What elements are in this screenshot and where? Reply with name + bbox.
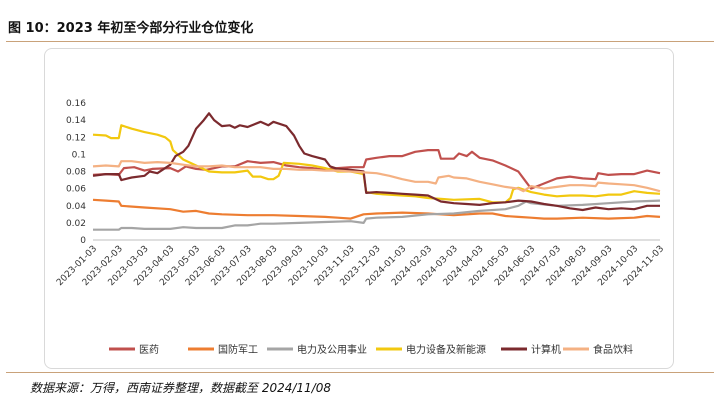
legend-label: 电力设备及新能源 (406, 343, 486, 356)
series-layer (92, 112, 661, 231)
series-line-5 (92, 112, 660, 212)
source-note: 数据来源：万得，西南证券整理，数据截至 2024/11/08 (30, 381, 331, 395)
legend-label: 医药 (139, 344, 159, 356)
chart-frame: 0 0.02 0.04 0.06 0.08 0.1 0.12 0.14 0.16 2023-01… (44, 48, 674, 369)
title-rule (6, 41, 714, 42)
y-tick-label: 0.08 (66, 168, 86, 178)
legend-label: 国防军工 (218, 343, 258, 356)
series-line-2 (92, 198, 661, 220)
series-line-3 (93, 199, 661, 231)
y-tick-label: 0.02 (66, 219, 86, 229)
series-line-6 (92, 160, 661, 193)
y-tick-label: 0.16 (66, 99, 86, 109)
series-line-1 (92, 149, 661, 190)
y-axis-ticks: 0 0.02 0.04 0.06 0.08 0.1 0.12 0.14 0.16 (66, 99, 86, 246)
source-rule (6, 372, 714, 373)
y-tick-label: 0.12 (66, 133, 86, 143)
legend-label: 计算机 (531, 343, 561, 356)
y-tick-label: 0.04 (66, 202, 86, 212)
y-tick-label: 0.06 (66, 185, 86, 195)
legend: 医药 国防军工 电力及公用事业 电力设备及新能源 计算机 食品饮料 (109, 343, 633, 356)
line-chart: 0 0.02 0.04 0.06 0.08 0.1 0.12 0.14 0.16 2023-01… (55, 99, 666, 356)
y-tick-label: 0.14 (66, 116, 86, 126)
legend-label: 电力及公用事业 (297, 343, 367, 356)
y-tick-label: 0.1 (72, 150, 86, 160)
figure-title: 图 10：2023 年初至今部分行业仓位变化 (8, 21, 254, 36)
legend-label: 食品饮料 (593, 343, 633, 356)
y-tick-label: 0 (80, 236, 86, 246)
x-axis-ticks: 2023-01-032023-02-032023-03-032023-04-03… (55, 244, 666, 288)
